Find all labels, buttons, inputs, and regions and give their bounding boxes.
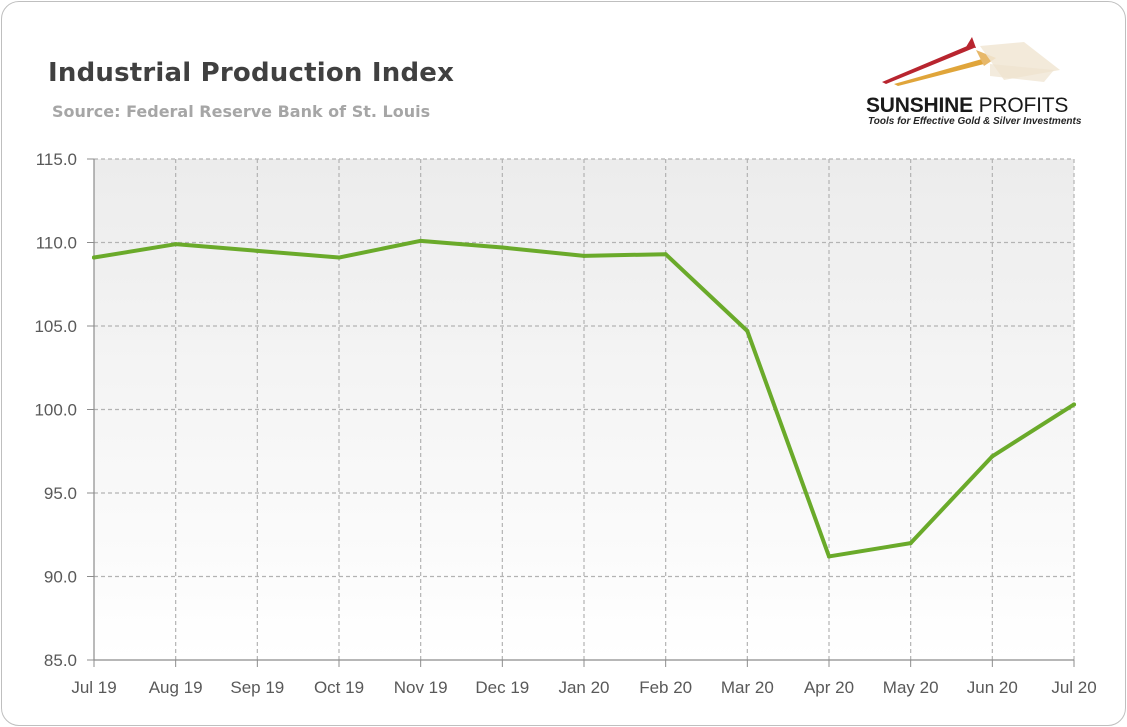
- sun-rays-icon: [882, 37, 1060, 86]
- y-tick-label: 90.0: [44, 568, 77, 587]
- data-point: [92, 255, 96, 260]
- y-tick-label: 105.0: [34, 317, 77, 336]
- chart-title: Industrial Production Index: [48, 58, 455, 88]
- x-tick-label: Jun 20: [967, 678, 1018, 697]
- data-point: [745, 329, 750, 334]
- grid-lines: [94, 158, 1075, 660]
- x-tick-label: Dec 19: [475, 678, 529, 697]
- x-tick-label: Jan 20: [558, 678, 609, 697]
- y-tick-label: 85.0: [44, 651, 77, 670]
- x-axis-ticks: Jul 19 Aug 19 Sep 19 Oct 19 Nov 19 Dec 19 Jan …: [71, 678, 1096, 697]
- data-point: [663, 252, 668, 257]
- data-point: [908, 541, 913, 546]
- x-tick-label: Feb 20: [639, 678, 692, 697]
- data-point: [418, 238, 423, 243]
- data-point: [337, 255, 341, 260]
- x-tick-label: Nov 19: [394, 678, 448, 697]
- x-tick-label: May 20: [883, 678, 939, 697]
- data-point: [500, 245, 505, 250]
- y-tick-label: 115.0: [36, 150, 77, 169]
- y-tick-label: 110.0: [36, 234, 77, 253]
- data-point: [255, 248, 260, 253]
- logo-name-regular: PROFITS: [978, 94, 1069, 117]
- sunshine-profits-logo: SUNSHINE PROFITS Tools for Effective Gol…: [854, 24, 1104, 134]
- data-point: [173, 242, 178, 247]
- x-tick-label: Jul 19: [71, 678, 116, 697]
- x-tick-label: Aug 19: [149, 678, 203, 697]
- x-tick-label: Oct 19: [314, 678, 364, 697]
- data-point: [827, 554, 831, 559]
- series-layer: [92, 238, 1076, 559]
- x-tick-label: Apr 20: [804, 678, 854, 697]
- data-point: [1072, 402, 1076, 407]
- axes: [87, 158, 1075, 667]
- data-point: [582, 253, 586, 258]
- y-tick-label: 100.0: [34, 401, 77, 420]
- logo-name: SUNSHINE PROFITS: [866, 94, 1068, 118]
- x-tick-label: Jul 20: [1051, 678, 1096, 697]
- logo-tagline: Tools for Effective Gold & Silver Invest…: [868, 116, 1082, 127]
- logo-name-bold: SUNSHINE: [866, 94, 973, 117]
- x-tick-label: Mar 20: [721, 678, 774, 697]
- chart-subtitle: Source: Federal Reserve Bank of St. Loui…: [52, 102, 431, 121]
- y-tick-label: 95.0: [44, 484, 77, 503]
- data-point: [990, 454, 995, 459]
- x-tick-label: Sep 19: [230, 678, 284, 697]
- y-axis-ticks: 115.0 110.0 105.0 100.0 95.0 90.0 85.0: [34, 150, 77, 670]
